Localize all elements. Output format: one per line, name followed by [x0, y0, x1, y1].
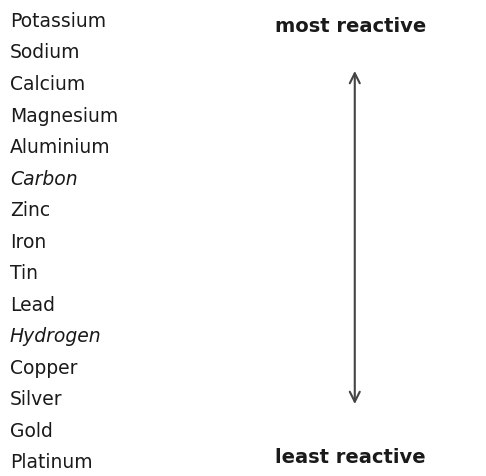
Text: Iron: Iron [10, 232, 46, 251]
Text: Silver: Silver [10, 389, 62, 408]
Text: Platinum: Platinum [10, 452, 92, 471]
Text: Magnesium: Magnesium [10, 106, 118, 125]
Text: Zinc: Zinc [10, 201, 50, 219]
Text: most reactive: most reactive [275, 17, 426, 36]
Text: Hydrogen: Hydrogen [10, 327, 102, 346]
Text: least reactive: least reactive [275, 447, 425, 466]
Text: Tin: Tin [10, 264, 38, 282]
Text: Calcium: Calcium [10, 75, 85, 94]
Text: Gold: Gold [10, 421, 52, 440]
Text: Aluminium: Aluminium [10, 138, 110, 157]
Text: Copper: Copper [10, 358, 77, 377]
Text: Potassium: Potassium [10, 12, 106, 31]
Text: Lead: Lead [10, 295, 55, 314]
Text: Carbon: Carbon [10, 169, 77, 188]
Text: Sodium: Sodium [10, 43, 80, 62]
